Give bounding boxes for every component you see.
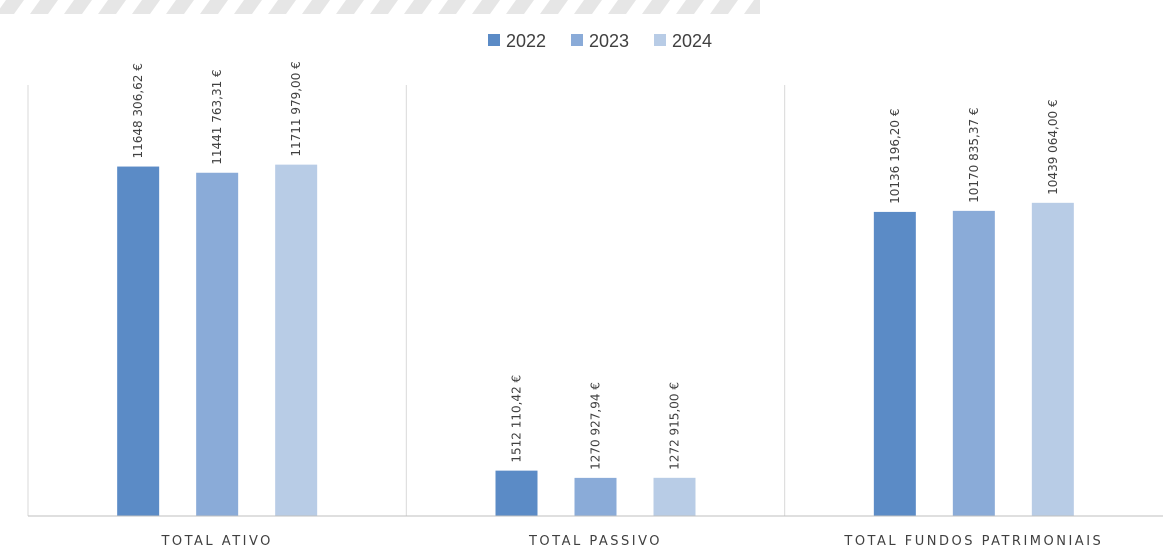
data-label-total-ativo-2023: 11441 763,31 € — [210, 69, 224, 164]
data-label-total-fundos-patrimoniais-2024: 10439 064,00 € — [1046, 99, 1060, 194]
bar-total-passivo-2023 — [574, 477, 617, 516]
data-label-total-passivo-2022: 1512 110,42 € — [510, 375, 524, 463]
legend: 2022 2023 2024 — [488, 31, 712, 51]
bar-total-fundos-patrimoniais-2023 — [952, 210, 995, 516]
legend-swatch-2022 — [488, 34, 500, 46]
decorative-stripe-band — [0, 0, 760, 14]
category-labels-group: TOTAL ATIVO TOTAL PASSIVO TOTAL FUNDOS PAT… — [160, 534, 1103, 549]
bar-total-fundos-patrimoniais-2022 — [873, 211, 916, 516]
bar-total-fundos-patrimoniais-2024 — [1031, 202, 1074, 517]
data-label-total-fundos-patrimoniais-2022: 10136 196,20 € — [888, 108, 902, 203]
data-label-total-passivo-2023: 1270 927,94 € — [589, 382, 603, 470]
data-labels-group: 11648 306,62 € 11441 763,31 € 11711 979,00… — [131, 61, 1060, 470]
legend-swatch-2024 — [654, 34, 666, 46]
category-separators — [27, 85, 786, 516]
data-label-total-passivo-2024: 1272 915,00 € — [668, 382, 682, 470]
bar-total-ativo-2023 — [196, 172, 239, 516]
bar-total-ativo-2022 — [117, 166, 160, 517]
legend-label-2024: 2024 — [672, 31, 712, 51]
bar-total-passivo-2022 — [495, 470, 538, 516]
category-label-total-passivo: TOTAL PASSIVO — [528, 534, 662, 549]
bar-total-passivo-2024 — [653, 477, 696, 516]
category-label-total-ativo: TOTAL ATIVO — [160, 534, 272, 549]
bar-total-ativo-2024 — [275, 164, 318, 516]
legend-swatch-2023 — [571, 34, 583, 46]
bars-group — [117, 164, 1074, 517]
category-label-total-fundos-patrimoniais: TOTAL FUNDOS PATRIMONIAIS — [843, 534, 1103, 549]
legend-label-2022: 2022 — [506, 31, 546, 51]
data-label-total-ativo-2024: 11711 979,00 € — [289, 61, 303, 156]
legend-label-2023: 2023 — [589, 31, 629, 51]
data-label-total-fundos-patrimoniais-2023: 10170 835,37 € — [967, 107, 981, 202]
data-label-total-ativo-2022: 11648 306,62 € — [131, 63, 145, 158]
